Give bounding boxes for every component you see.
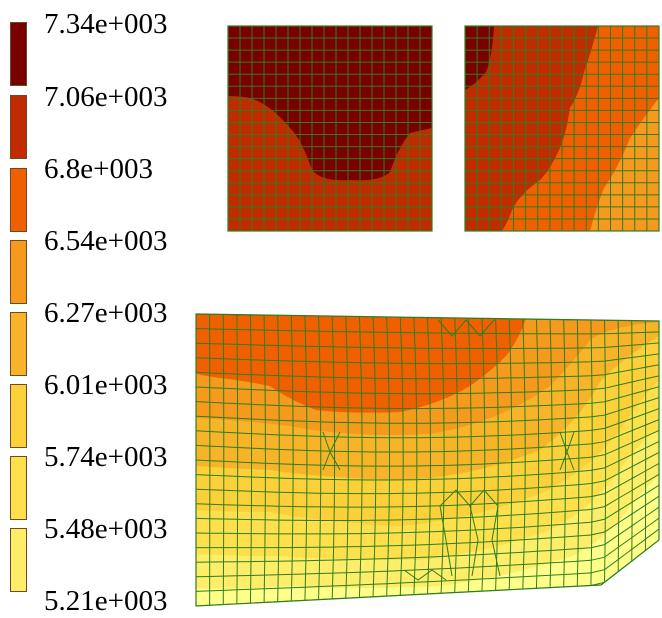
legend-label-1: 7.34e+003: [44, 8, 168, 40]
legend-label-7: 5.74e+003: [44, 441, 168, 473]
upper-left-panel: [228, 26, 432, 231]
legend-swatch-5: [10, 312, 27, 376]
mesh-distortions: [322, 319, 575, 581]
legend-swatch-4: [10, 240, 27, 304]
legend-swatch-3: [10, 168, 27, 232]
legend-label-8: 5.48e+003: [44, 513, 168, 545]
legend-swatch-1: [10, 22, 27, 86]
legend-label-3: 6.8e+003: [44, 153, 153, 185]
legend-swatch-6: [10, 384, 27, 448]
mesh-grid-upper-right: [464, 25, 660, 232]
legend-label-4: 6.54e+003: [44, 225, 168, 257]
color-legend: 7.34e+003 7.06e+003 6.8e+003 6.54e+003 6…: [0, 0, 200, 618]
legend-label-6: 6.01e+003: [44, 369, 168, 401]
legend-label-2: 7.06e+003: [44, 81, 168, 113]
legend-swatch-7: [10, 456, 27, 520]
panel-outlines: [195, 25, 660, 607]
legend-label-5: 6.27e+003: [44, 297, 168, 329]
legend-swatch-8: [10, 528, 27, 592]
legend-label-9: 5.21e+003: [44, 585, 168, 617]
legend-swatch-2: [10, 95, 27, 159]
